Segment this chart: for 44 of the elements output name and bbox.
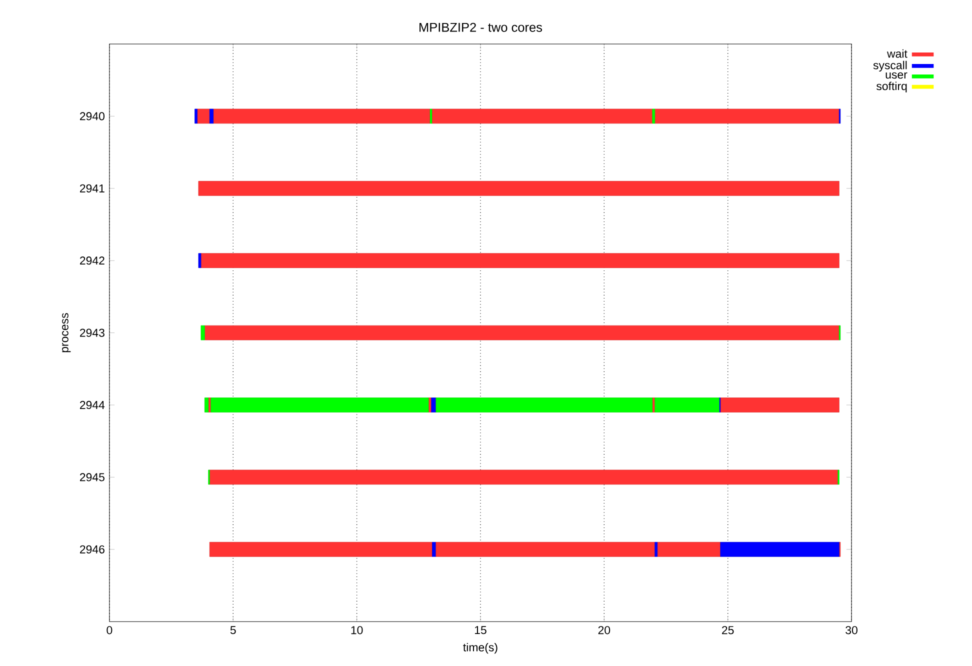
- chart-title: MPIBZIP2 - two cores: [420, 23, 542, 32]
- bar: [198, 181, 840, 196]
- y-tick-label: 2941: [80, 184, 104, 193]
- x-tick-label: 30: [846, 626, 858, 634]
- bar: [654, 109, 840, 124]
- y-tick-label: 2940: [80, 112, 104, 120]
- bar: [213, 109, 430, 124]
- legend-label: wait: [886, 50, 908, 58]
- bar: [194, 109, 198, 124]
- y-tick-label: 2945: [80, 473, 104, 482]
- x-tick-label: 20: [598, 626, 610, 634]
- bar: [209, 470, 838, 485]
- bar: [720, 542, 840, 558]
- legend-label: user: [886, 72, 908, 79]
- x-tick-label: 5: [230, 626, 236, 634]
- x-tick-label: 25: [722, 626, 734, 634]
- bar: [209, 109, 214, 124]
- y-tick-label: 2942: [80, 256, 104, 265]
- bar: [210, 398, 429, 413]
- y-axis-title: process: [62, 313, 71, 352]
- bar: [432, 109, 653, 124]
- bar: [209, 542, 432, 558]
- x-axis-title: time(s): [463, 643, 498, 654]
- y-tick-label: 2944: [80, 401, 105, 410]
- bar: [197, 109, 210, 124]
- x-tick-label: 10: [351, 626, 363, 634]
- bar: [204, 398, 209, 413]
- bar: [436, 542, 656, 558]
- x-tick-label: 15: [474, 626, 486, 634]
- bar: [200, 253, 840, 268]
- bar: [204, 326, 840, 340]
- bar: [652, 109, 656, 124]
- bar: [654, 542, 658, 558]
- bar: [720, 398, 840, 413]
- y-tick-label: 2943: [80, 328, 104, 338]
- bar: [654, 398, 720, 413]
- legend-label: syscall: [873, 61, 907, 72]
- bar: [657, 542, 721, 558]
- x-tick-label: 0: [106, 626, 112, 634]
- bar: [200, 326, 205, 340]
- legend-label: softirq: [876, 82, 907, 93]
- bar: [198, 253, 202, 268]
- y-tick-label: 2946: [80, 546, 104, 554]
- bar: [436, 398, 653, 413]
